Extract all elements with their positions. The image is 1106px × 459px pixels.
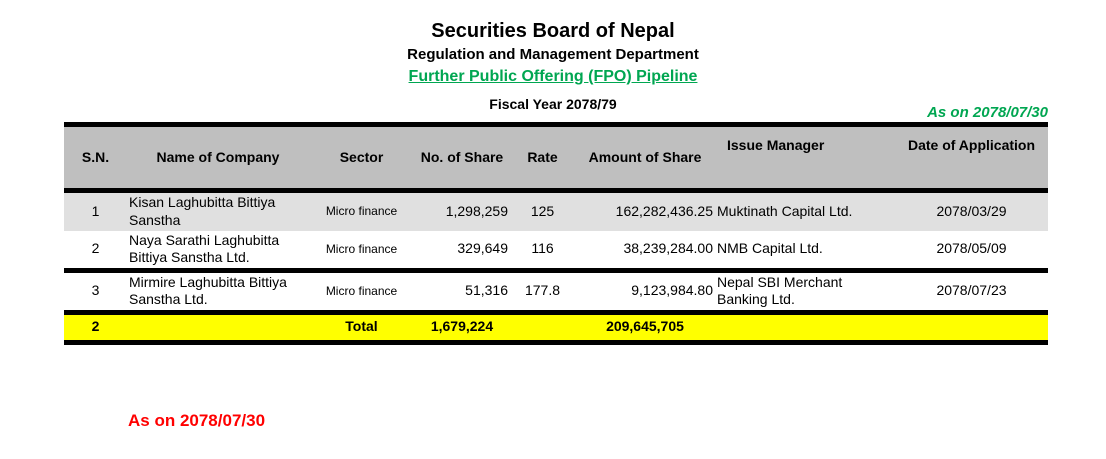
cell-amount: 9,123,984.80 [631, 282, 713, 299]
cell-issue-manager: Muktinath Capital Ltd. [717, 203, 853, 219]
page-title: Securities Board of Nepal [431, 20, 675, 42]
cell-sn: 1 [91, 203, 100, 219]
department-subtitle: Regulation and Management Department [407, 46, 699, 63]
as-on-date-top: As on 2078/07/30 [927, 104, 1048, 121]
total-empty-name [127, 312, 309, 342]
cell-issue-manager: NMB Capital Ltd. [717, 240, 823, 257]
document-header: Securities Board of Nepal Regulation and… [0, 20, 1106, 112]
cell-application-date: 2078/05/09 [936, 240, 1007, 257]
cell-sn: 2 [91, 240, 100, 257]
column-header-shares: No. of Share [420, 148, 504, 165]
table-total-row: 2 Total 1,679,224 209,645,705 [64, 312, 1048, 342]
cell-company-name: Kisan Laghubitta Bittiya Sanstha [129, 194, 276, 228]
total-empty-date [895, 312, 1048, 342]
column-header-name: Name of Company [156, 148, 280, 165]
column-header-date: Date of Application [907, 137, 1036, 153]
cell-rate: 116 [531, 240, 554, 257]
total-shares: 1,679,224 [430, 318, 494, 335]
cell-sector: Micro finance [325, 241, 398, 256]
cell-shares: 1,298,259 [445, 203, 508, 219]
cell-shares: 329,649 [457, 240, 508, 257]
cell-application-date: 2078/03/29 [936, 203, 1007, 219]
cell-shares: 51,316 [465, 282, 508, 299]
total-empty-rate [510, 312, 575, 342]
cell-company-name: Naya Sarathi Laghubitta Bittiya Sanstha … [129, 231, 280, 266]
cell-issue-manager: Nepal SBI Merchant Banking Ltd. [717, 273, 843, 308]
cell-amount: 38,239,284.00 [623, 240, 713, 257]
column-header-rate: Rate [527, 148, 558, 165]
total-amount: 209,645,705 [606, 318, 684, 335]
cell-application-date: 2078/07/23 [936, 282, 1007, 299]
cell-rate: 125 [530, 203, 555, 219]
cell-sector: Micro finance [325, 283, 398, 298]
cell-amount: 162,282,436.25 [615, 203, 713, 219]
cell-sector: Micro finance [325, 204, 398, 219]
total-count: 2 [91, 318, 100, 335]
table-row: 3 Mirmire Laghubitta Bittiya Sanstha Ltd… [64, 270, 1048, 312]
table-header-row: S.N. Name of Company Sector No. of Share… [64, 124, 1048, 191]
cell-rate: 177.8 [524, 282, 561, 299]
total-label: Total [345, 318, 378, 335]
total-empty-manager [715, 312, 895, 342]
column-header-amount: Amount of Share [588, 148, 702, 165]
cell-company-name: Mirmire Laghubitta Bittiya Sanstha Ltd. [129, 273, 287, 308]
cell-sn: 3 [91, 282, 100, 299]
column-header-sn: S.N. [81, 148, 110, 165]
column-header-sector: Sector [339, 148, 384, 165]
fpo-pipeline-table: S.N. Name of Company Sector No. of Share… [64, 122, 1048, 345]
column-header-manager: Issue Manager [727, 137, 825, 153]
table-row: 1 Kisan Laghubitta Bittiya Sanstha Micro… [64, 190, 1048, 231]
fpo-pipeline-link[interactable]: Further Public Offering (FPO) Pipeline [408, 68, 698, 85]
fiscal-year-label: Fiscal Year 2078/79 [489, 96, 617, 112]
as-on-date-bottom: As on 2078/07/30 [128, 411, 266, 430]
table-row: 2 Naya Sarathi Laghubitta Bittiya Sansth… [64, 231, 1048, 270]
